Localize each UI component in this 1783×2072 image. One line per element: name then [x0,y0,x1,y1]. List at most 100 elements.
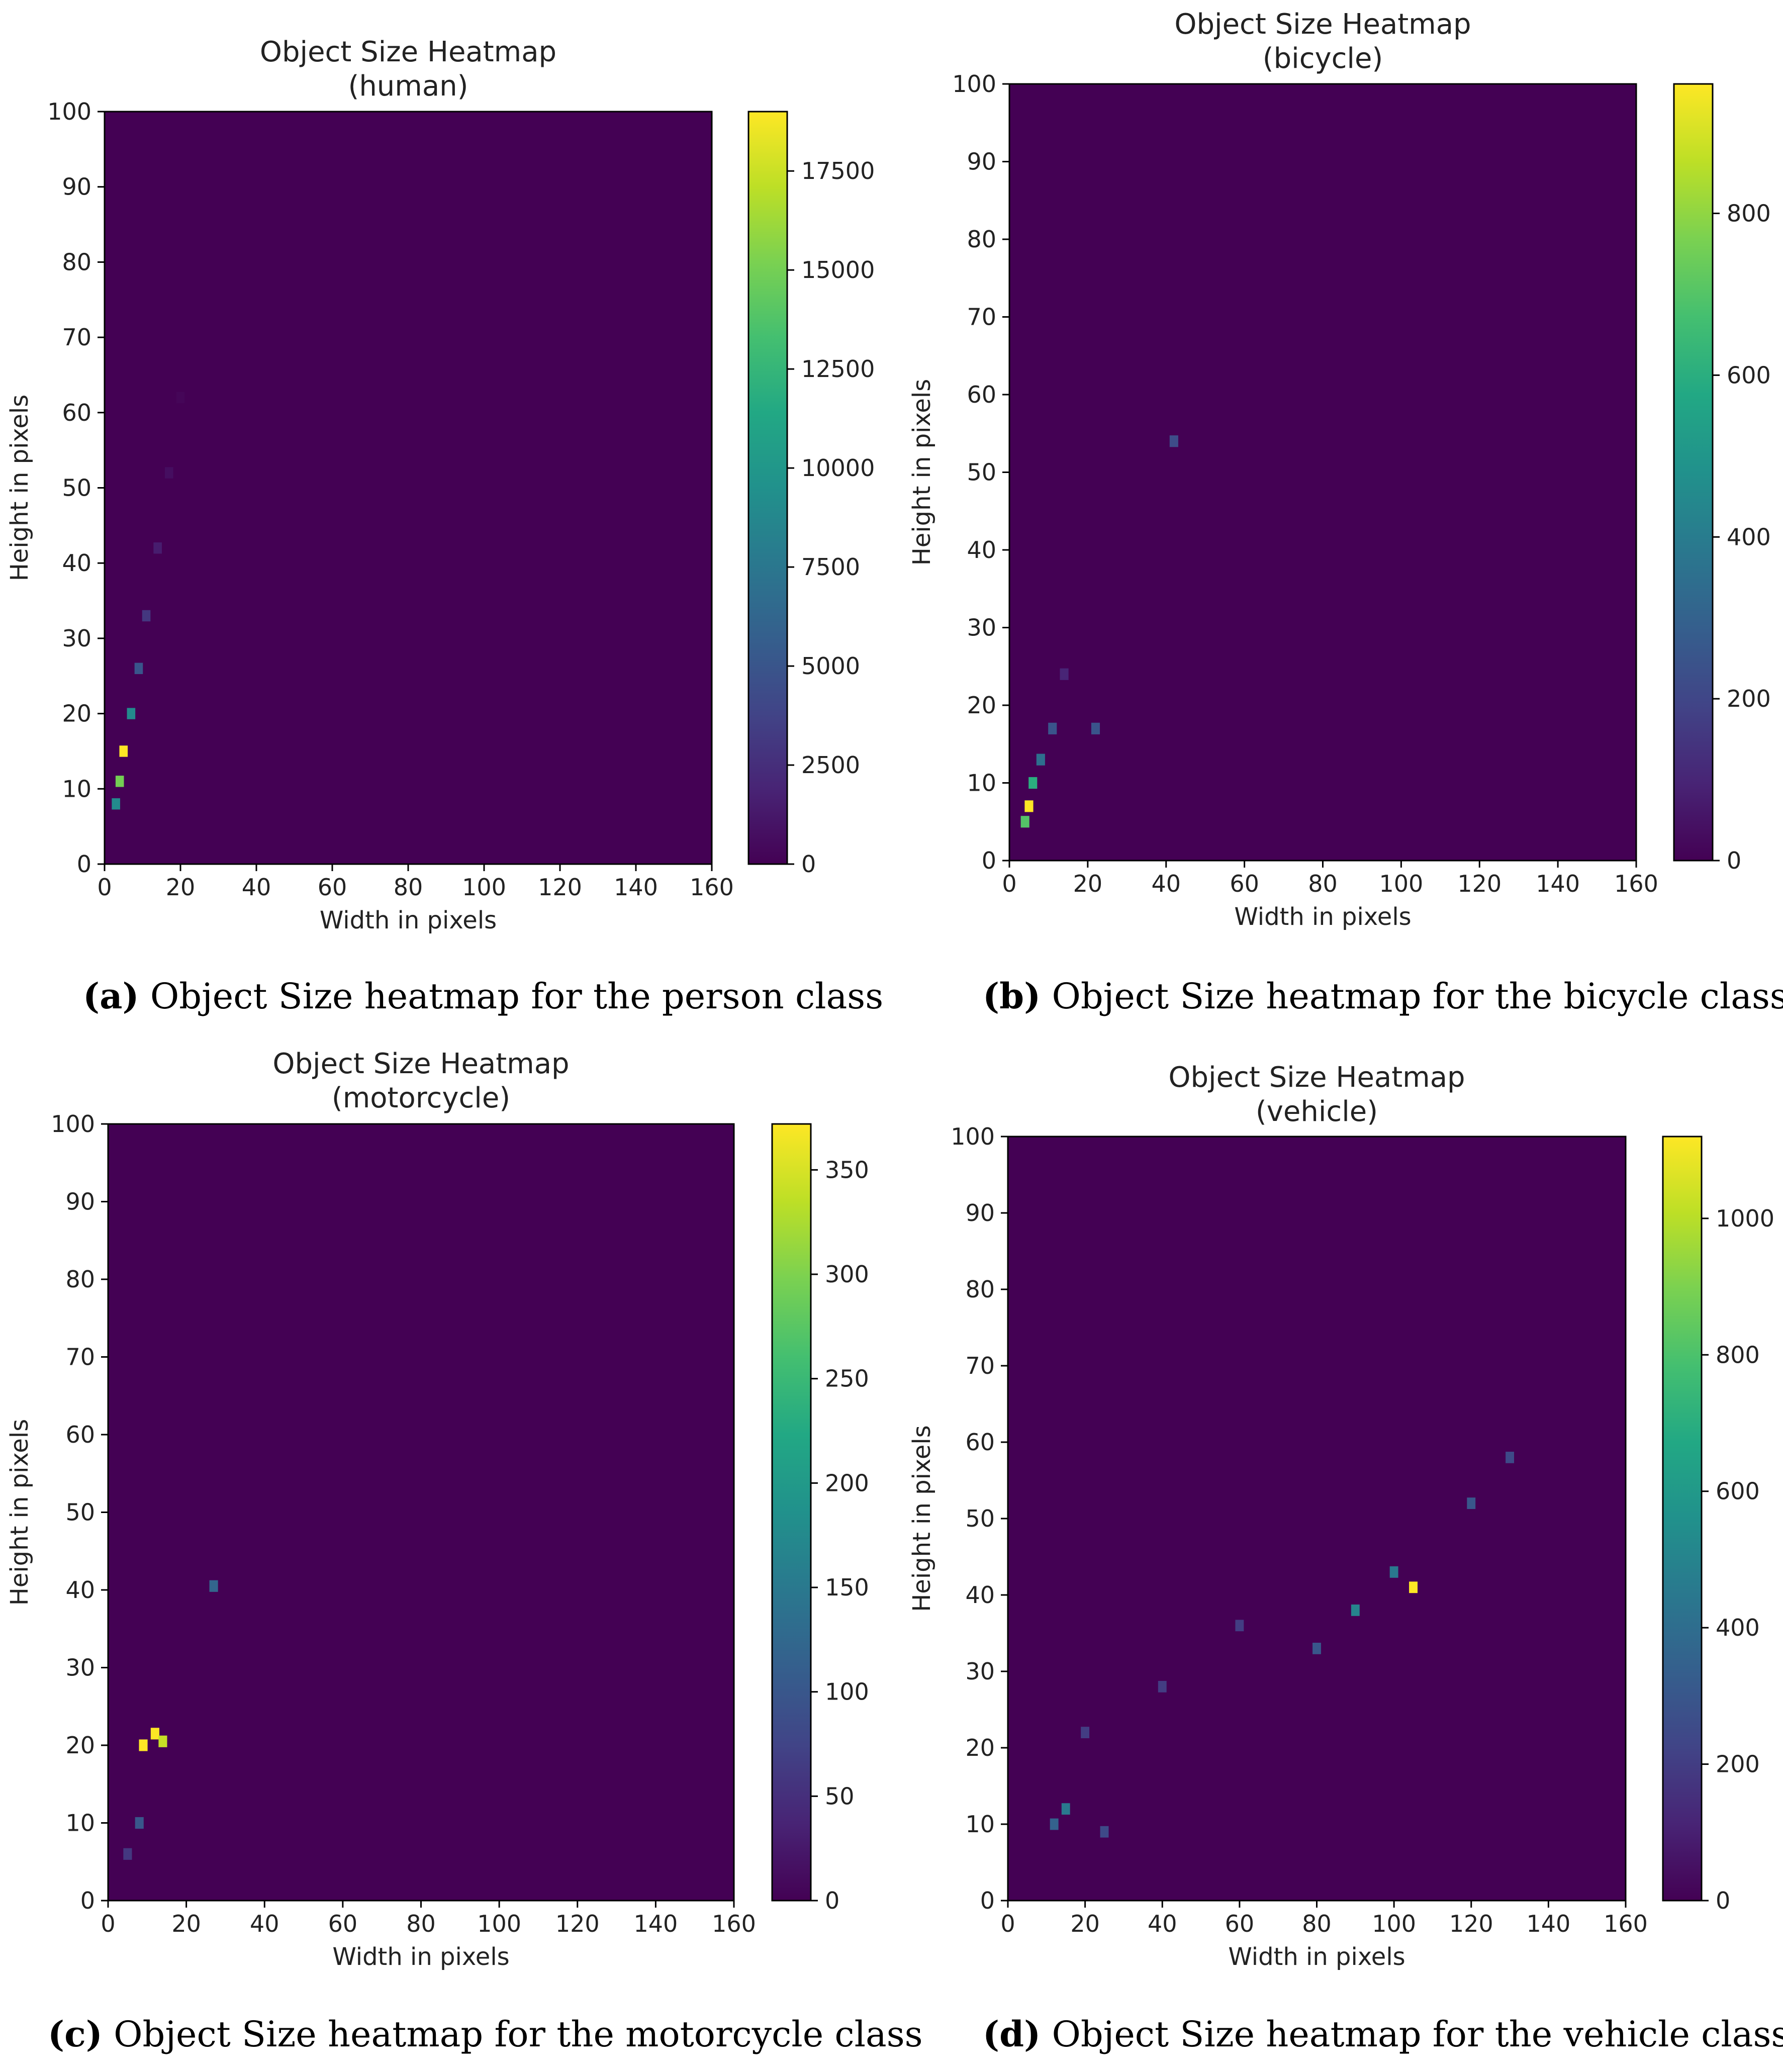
x-tick-label: 20 [171,1910,201,1937]
heatmap-cell [1409,1581,1418,1593]
y-tick-label: 100 [47,98,91,125]
y-tick-label: 30 [65,1654,95,1681]
heatmap-panel-2: 0 20 40 60 80 100 120 140 160 0 10 20 30 40 50 60 70 80 90… [908,8,1771,931]
caption-label: (a) [83,975,139,1017]
y-tick-label: 40 [965,1581,995,1609]
y-axis-label: Height in pixels [908,379,936,566]
colorbar-tick-label: 1000 [1716,1205,1774,1232]
x-tick-label: 0 [97,874,112,901]
caption-text: Object Size heatmap for the person class [150,976,884,1017]
heatmap-background [1009,84,1636,861]
x-tick-label: 0 [1002,870,1016,897]
y-axis-label: Height in pixels [6,395,34,582]
y-tick-label: 70 [965,1352,995,1379]
heatmap-cell [1389,1566,1398,1578]
y-tick-label: 10 [65,1810,95,1837]
x-tick-label: 20 [1073,870,1103,897]
y-tick-label: 40 [62,549,91,577]
y-tick-label: 20 [965,1734,995,1761]
caption-d: (d) Object Size heatmap for the vehicle … [983,2013,1783,2055]
heatmap-cell [209,1580,218,1592]
x-tick-label: 60 [1225,1910,1255,1937]
x-tick-label: 60 [1230,870,1259,897]
y-tick-label: 100 [952,70,996,98]
heatmap-background [105,112,712,864]
x-tick-label: 160 [1604,1910,1648,1937]
heatmap-panel-1: 0 20 40 60 80 100 120 140 160 0 10 20 30 40 50 60 70 80 90… [6,36,875,934]
heatmap-cell [1061,1803,1070,1815]
x-tick-label: 160 [690,874,734,901]
y-tick-label: 30 [62,625,91,652]
chart-title: Object Size Heatmap [272,1048,569,1080]
caption-c: (c) Object Size heatmap for the motorcyc… [48,2013,923,2055]
x-tick-label: 160 [712,1910,756,1937]
x-tick-label: 140 [614,874,658,901]
x-axis-label: Width in pixels [332,1943,509,1971]
colorbar-tick-label: 150 [825,1574,869,1601]
chart-title: Object Size Heatmap [1168,1061,1465,1094]
y-tick-label: 80 [65,1266,95,1293]
y-axis-label: Height in pixels [6,1419,34,1606]
heatmap-cell [165,467,173,479]
colorbar-tick-label: 50 [825,1782,855,1810]
x-tick-label: 160 [1614,870,1658,897]
colorbar-tick-label: 15000 [801,256,875,284]
heatmap-cell [112,798,120,810]
heatmap-cell [1020,816,1029,828]
x-tick-label: 20 [166,874,196,901]
colorbar-tick-label: 12500 [801,355,875,383]
heatmap-background [108,1124,734,1901]
colorbar [771,1123,812,1902]
y-tick-label: 30 [967,614,996,641]
colorbar-tick-label: 800 [1716,1341,1760,1368]
colorbar-tick-label: 100 [825,1678,869,1706]
colorbar-tick-label: 200 [1716,1751,1760,1778]
y-tick-label: 70 [65,1344,95,1371]
heatmap-cell [115,776,124,787]
y-tick-label: 10 [62,775,91,802]
heatmap-panel-4: 0 20 40 60 80 100 120 140 160 0 10 20 30 40 50 60 70 80 90… [908,1061,1774,1971]
y-tick-label: 40 [65,1576,95,1604]
y-tick-label: 60 [965,1429,995,1456]
heatmap-background [1008,1137,1626,1901]
x-tick-label: 40 [250,1910,279,1937]
heatmap-cell [123,1848,132,1860]
x-tick-label: 100 [1379,870,1423,897]
heatmap-cell [176,392,185,404]
y-tick-label: 20 [967,692,996,719]
heatmap-cell [1050,1818,1059,1830]
chart-subtitle: (motorcycle) [332,1082,510,1114]
y-axis-label: Height in pixels [908,1425,936,1612]
y-tick-label: 50 [65,1499,95,1526]
colorbar-tick-label: 350 [825,1156,869,1183]
y-tick-label: 20 [62,700,91,727]
x-tick-label: 100 [477,1910,521,1937]
heatmap-cell [1048,722,1057,734]
y-tick-label: 90 [965,1199,995,1227]
heatmap-cell [119,745,128,757]
x-tick-label: 120 [1449,1910,1493,1937]
x-axis-label: Width in pixels [1234,903,1411,931]
colorbar-tick-label: 300 [825,1261,869,1288]
x-tick-label: 60 [318,874,347,901]
x-tick-label: 120 [555,1910,600,1937]
y-tick-label: 80 [967,226,996,253]
x-axis-label: Width in pixels [1228,1943,1405,1971]
x-tick-label: 0 [101,1910,115,1937]
x-tick-label: 140 [633,1910,678,1937]
x-tick-label: 40 [1148,1910,1177,1937]
y-tick-label: 0 [980,1887,995,1914]
y-tick-label: 60 [62,399,91,426]
x-tick-label: 100 [1372,1910,1416,1937]
colorbar-tick-label: 17500 [801,157,875,184]
colorbar-tick-label: 5000 [801,652,860,680]
y-tick-label: 80 [62,248,91,275]
caption-label: (c) [48,2013,103,2055]
colorbar-tick-label: 10000 [801,454,875,482]
x-tick-label: 120 [538,874,582,901]
x-tick-label: 140 [1526,1910,1570,1937]
y-tick-label: 10 [967,770,996,797]
caption-b: (b) Object Size heatmap for the bicycle … [983,975,1783,1017]
heatmap-panel-3: 0 20 40 60 80 100 120 140 160 0 10 20 30 40 50 60 70 80 90… [6,1048,869,1971]
y-tick-label: 0 [77,851,91,878]
